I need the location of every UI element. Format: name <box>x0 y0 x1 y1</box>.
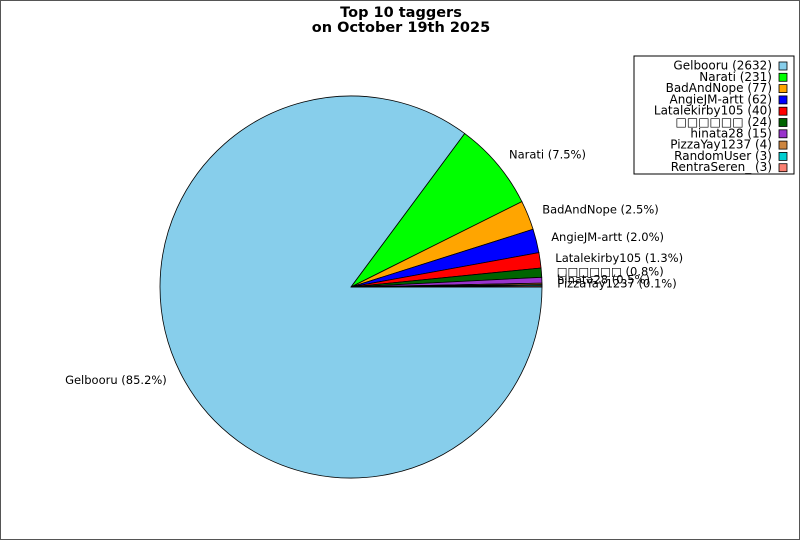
legend-label-6: hinata28 (15) <box>690 126 772 140</box>
legend: Gelbooru (2632)Narati (231)BadAndNope (7… <box>633 55 795 175</box>
legend-swatch-7 <box>778 140 788 150</box>
legend-label-7: PizzaYay1237 (4) <box>670 138 772 152</box>
slice-label-6: hinata28 (0.5%) <box>557 273 650 287</box>
legend-box <box>633 55 795 175</box>
legend-swatch-2 <box>778 84 788 93</box>
legend-swatch-6 <box>778 129 788 139</box>
legend-label-2: BadAndNope (77) <box>666 81 772 95</box>
slice-label-0: Gelbooru (85.2%) <box>65 373 167 387</box>
legend-swatch-0 <box>778 61 788 71</box>
pie-slice-labels: Gelbooru (85.2%) Narati (7.5%) BadAndNope … <box>65 147 683 386</box>
legend-swatch-5 <box>778 118 788 127</box>
legend-label-0: Gelbooru (2632) <box>673 59 772 73</box>
slice-label-1: Narati (7.5%) <box>509 147 586 161</box>
legend-label-9: RentraSeren_ (3) <box>671 160 772 174</box>
chart-title: Top 10 taggers <box>340 5 462 21</box>
slice-label-4: Latalekirby105 (1.3%) <box>555 251 683 265</box>
legend-swatch-4 <box>778 106 788 116</box>
slice-label-2: BadAndNope (2.5%) <box>542 203 659 217</box>
slice-label-3: AngieJM-artt (2.0%) <box>551 230 664 244</box>
slice-label-5: □□□□□□ (0.8%) <box>557 265 664 279</box>
legend-swatch-1 <box>778 72 788 82</box>
legend-swatch-3 <box>778 95 788 105</box>
pie-slice-9 <box>350 285 543 288</box>
legend-swatch-8 <box>778 151 788 161</box>
legend-label-5: □□□□□□ (24) <box>676 115 772 129</box>
chart-subtitle: on October 19th 2025 <box>312 20 490 36</box>
pie-slices <box>159 95 543 479</box>
legend-label-3: AngieJM-artt (62) <box>669 92 772 106</box>
legend-swatch-9 <box>778 163 788 173</box>
slice-label-7: PizzaYay1237 (0.1%) <box>557 277 676 291</box>
legend-label-4: Latalekirby105 (40) <box>654 104 772 118</box>
legend-label-1: Narati (231) <box>699 70 772 84</box>
legend-label-8: RandomUser (3) <box>674 149 772 163</box>
